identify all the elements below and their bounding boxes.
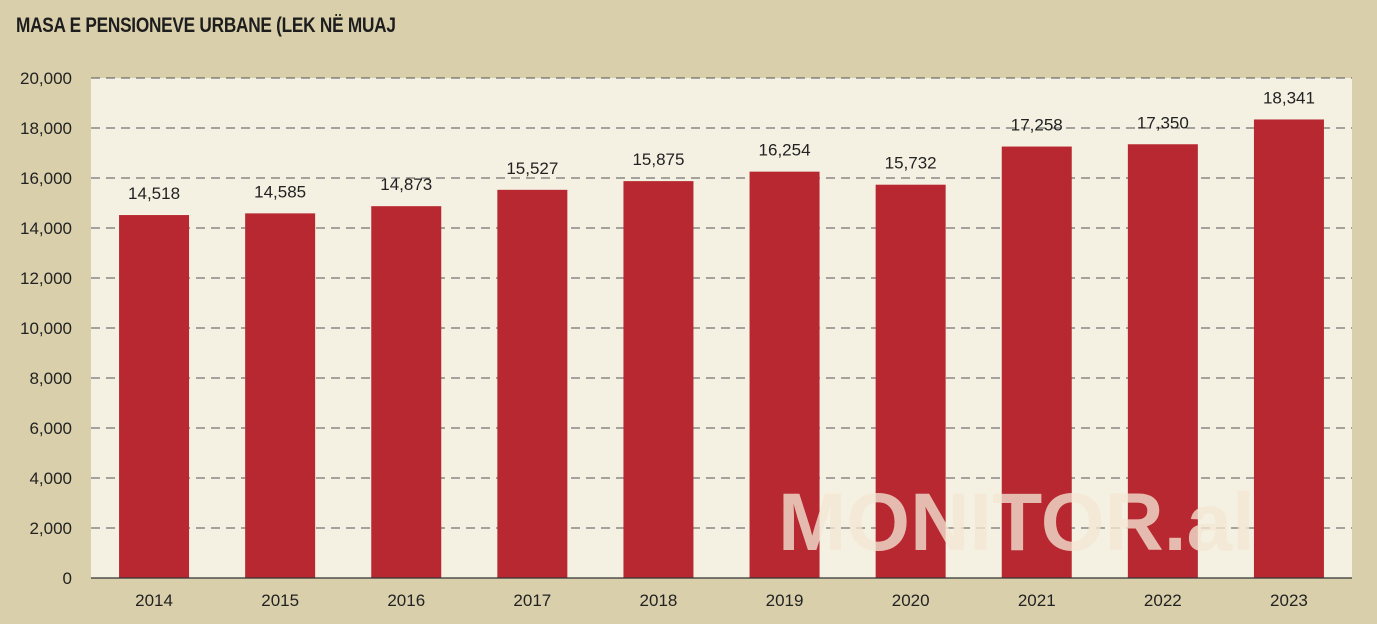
data-label: 14,585	[254, 182, 306, 201]
x-tick-label: 2014	[135, 591, 173, 610]
watermark: MONITOR.al	[778, 477, 1255, 568]
x-tick-label: 2015	[261, 591, 299, 610]
data-label: 14,873	[380, 175, 432, 194]
bar	[245, 213, 316, 578]
y-tick-label: 20,000	[20, 69, 72, 88]
chart-title: MASA E PENSIONEVE URBANE (LEK NË MUAJ	[16, 14, 396, 37]
bar	[371, 206, 442, 579]
bar	[1253, 119, 1324, 578]
data-label: 17,258	[1011, 116, 1063, 135]
data-label: 15,875	[632, 150, 684, 169]
bar	[1127, 144, 1198, 578]
bar	[497, 189, 568, 578]
bar	[749, 171, 820, 578]
data-labels: 14,518 14,585 14,873 15,527 15,875 16,254 15,7…	[128, 88, 1315, 203]
y-tick-label: 12,000	[20, 269, 72, 288]
data-label: 16,254	[759, 141, 811, 160]
data-label: 15,527	[506, 159, 558, 178]
bar	[875, 184, 946, 578]
x-tick-label: 2018	[640, 591, 678, 610]
data-label: 17,350	[1137, 113, 1189, 132]
y-tick-label: 6,000	[29, 419, 72, 438]
data-label: 14,518	[128, 184, 180, 203]
x-axis: 2014 2015 2016 2017 2018 2019 2020 2021 2022 2023	[135, 591, 1308, 610]
bar	[623, 181, 694, 578]
data-label: 18,341	[1263, 88, 1315, 107]
x-tick-label: 2017	[513, 591, 551, 610]
y-tick-label: 4,000	[29, 469, 72, 488]
data-label: 15,732	[885, 154, 937, 173]
y-tick-label: 16,000	[20, 169, 72, 188]
x-tick-label: 2016	[387, 591, 425, 610]
bar	[1001, 146, 1072, 579]
y-tick-label: 10,000	[20, 319, 72, 338]
x-tick-label: 2022	[1144, 591, 1182, 610]
y-tick-label: 18,000	[20, 119, 72, 138]
x-tick-label: 2023	[1270, 591, 1308, 610]
x-tick-label: 2021	[1018, 591, 1056, 610]
y-tick-label: 2,000	[29, 519, 72, 538]
bars	[119, 119, 1324, 579]
y-tick-label: 14,000	[20, 219, 72, 238]
y-axis: 0 2,000 4,000 6,000 8,000 10,000 12,000 14,000 1…	[20, 69, 72, 588]
y-tick-label: 0	[63, 569, 72, 588]
y-tick-label: 8,000	[29, 369, 72, 388]
x-tick-label: 2020	[892, 591, 930, 610]
x-tick-label: 2019	[766, 591, 804, 610]
bar	[119, 215, 190, 579]
